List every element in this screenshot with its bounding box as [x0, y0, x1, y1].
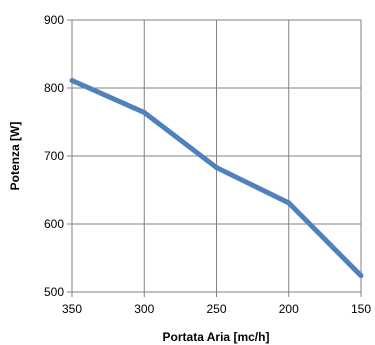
y-tick-label: 500: [44, 285, 64, 299]
y-tick-label: 700: [44, 149, 64, 163]
data-point: [141, 109, 147, 115]
y-axis-title: Potenza [W]: [8, 122, 22, 191]
data-point: [69, 78, 75, 84]
y-tick-label: 600: [44, 217, 64, 231]
data-point: [358, 273, 364, 279]
x-axis-title: Portata Aria [mc/h]: [163, 330, 270, 344]
x-tick-label: 200: [279, 302, 299, 316]
x-axis-ticks: 350 300 250 200 150: [62, 292, 371, 316]
data-point: [286, 200, 292, 206]
x-tick-label: 300: [134, 302, 154, 316]
data-point: [214, 165, 219, 171]
x-tick-label: 150: [351, 302, 371, 316]
y-tick-label: 900: [44, 13, 64, 27]
x-tick-label: 350: [62, 302, 82, 316]
series-group: [69, 78, 364, 279]
y-tick-label: 800: [44, 81, 64, 95]
x-tick-label: 250: [206, 302, 226, 316]
y-axis-ticks: 500 600 700 800 900: [44, 13, 72, 299]
